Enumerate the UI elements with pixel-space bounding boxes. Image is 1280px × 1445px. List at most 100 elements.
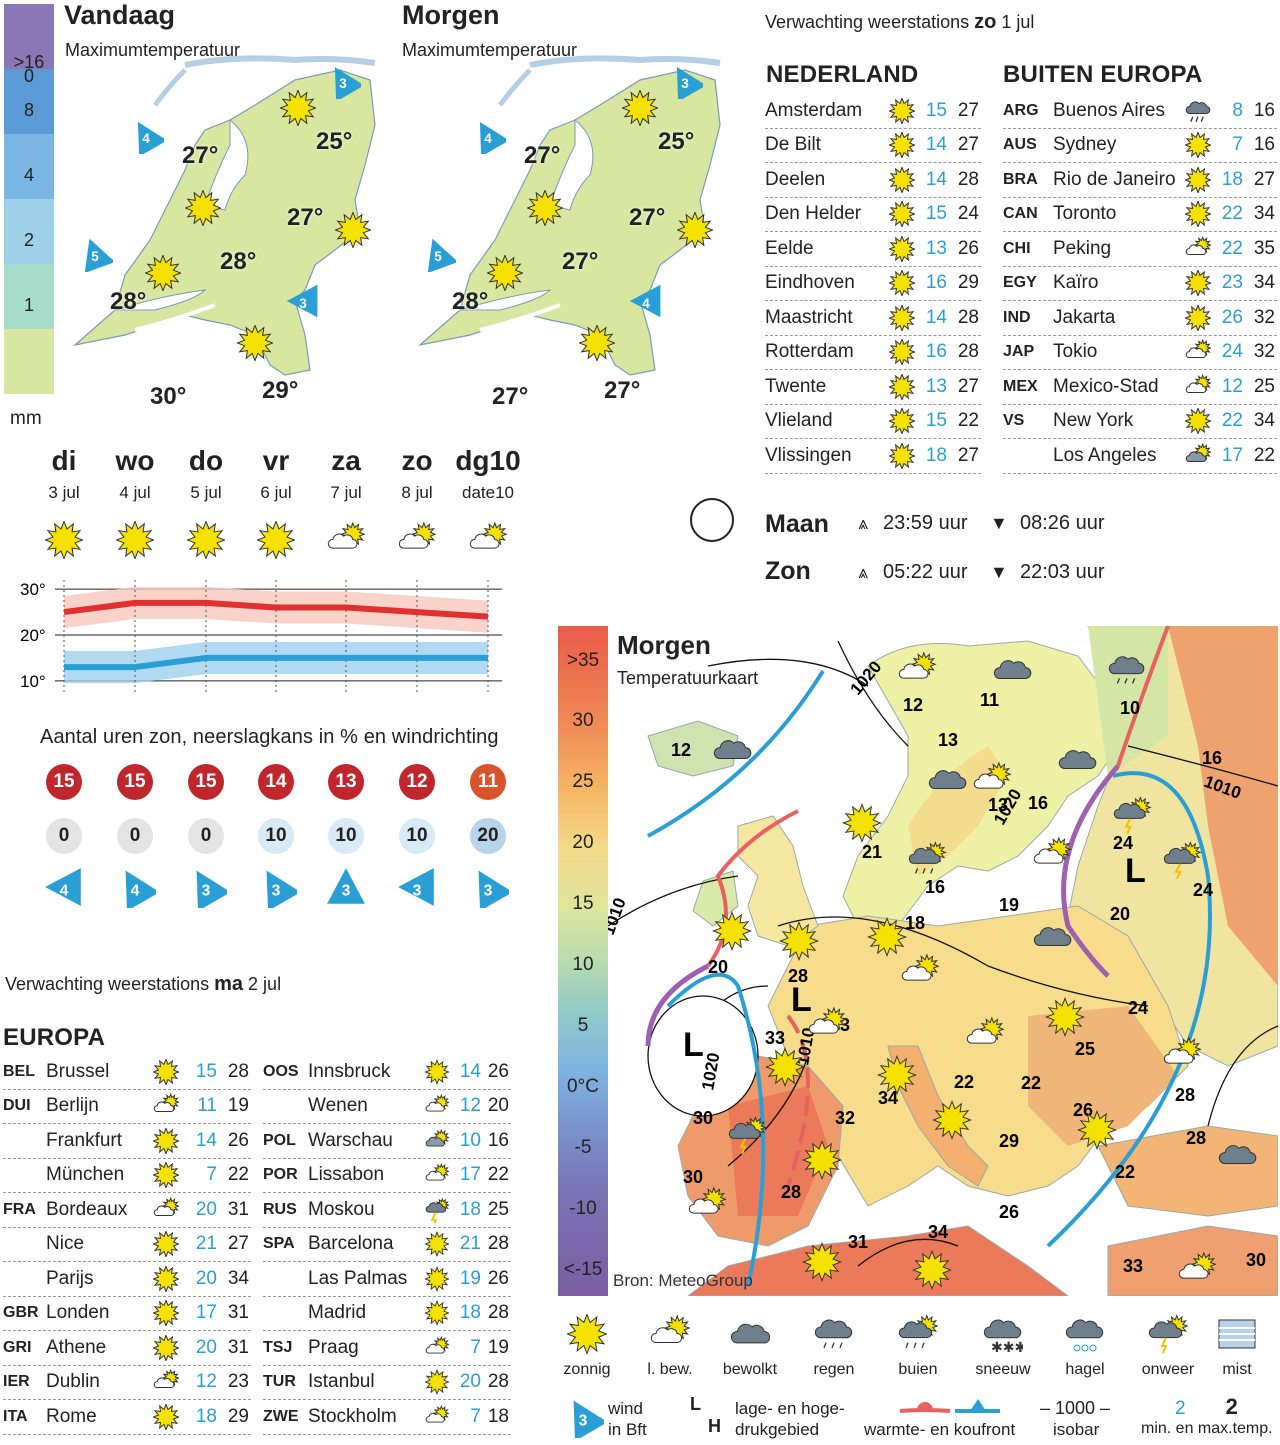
precip-scale-label: 0 (23, 65, 34, 86)
station-name: Berlijn (46, 1095, 99, 1117)
min-temp: 18 (195, 1405, 217, 1427)
map-temperature: 33 (765, 1028, 785, 1048)
wind-arrow-icon: 4 (128, 118, 168, 159)
partly-cloudy-icon (901, 953, 940, 981)
station-row: CAN Toronto 22 34 (1003, 198, 1277, 232)
svg-text:4: 4 (142, 131, 150, 146)
country-code: ZWE (263, 1407, 299, 1425)
station-name: Kaïro (1053, 272, 1099, 294)
moonset-icon: ▼ (990, 513, 1008, 533)
rain-chance-badge: 0 (117, 818, 153, 854)
nl-map-today (72, 55, 376, 376)
max-temp: 22 (957, 410, 979, 432)
station-row: SPA Barcelona 21 28 (263, 1228, 511, 1262)
partly-cloudy-icon (1178, 1251, 1217, 1279)
wind-legend-label: wind in Bft (608, 1399, 647, 1439)
nl-temperature: 27° (524, 142, 561, 169)
forecast-date: 3 jul (48, 483, 80, 502)
front-legend-label: warmte- en koufront (864, 1420, 1016, 1439)
min-temp: 19 (459, 1267, 481, 1289)
country-code: EGY (1003, 274, 1037, 292)
country-code: GBR (3, 1304, 39, 1322)
forecast-date: 8 jul (401, 483, 433, 502)
snow-icon: ✱✱✱ (983, 1314, 1026, 1359)
nl-temperature: 30° (150, 383, 187, 410)
sun-hours-badge: 11 (470, 764, 506, 800)
station-name: Rotterdam (765, 341, 854, 363)
sun-icon (153, 1265, 185, 1292)
precip-scale-band (4, 134, 54, 199)
map-temperature: 16 (1202, 748, 1222, 768)
today-subtitle: Maximumtemperatuur (65, 40, 241, 60)
svg-text:3: 3 (339, 76, 347, 91)
station-name: Amsterdam (765, 99, 863, 121)
svg-text:3: 3 (299, 296, 307, 311)
min-temp: 22 (1221, 237, 1243, 259)
sun-icon (153, 1403, 185, 1430)
temp-scale-label: 0°C (567, 1075, 599, 1097)
europe-stations-right: OOS Innsbruck 14 26 Wenen 12 20 POL Warschau 10 16… (263, 1055, 511, 1435)
showers-icon (898, 1314, 939, 1359)
legend-label: mist (1222, 1361, 1252, 1378)
temp-scale-label: -5 (574, 1136, 592, 1158)
sun-icon (1076, 1109, 1118, 1151)
station-name: Jakarta (1053, 306, 1116, 328)
map-temperature: 13 (938, 730, 958, 750)
station-row: Frankfurt 14 26 (3, 1124, 251, 1159)
station-row: BRA Rio de Janeiro 18 27 (1003, 163, 1277, 198)
station-row: ZWE Stockholm 7 18 (263, 1400, 511, 1435)
forecast-date: 7 jul (330, 483, 362, 502)
station-row: IND Jakarta 26 32 (1003, 301, 1277, 336)
min-temp: 14 (925, 168, 947, 190)
partly-cloudy-icon (327, 521, 366, 564)
map-source: Bron: MeteoGroup (613, 1271, 753, 1290)
map-temperature: 26 (999, 1202, 1019, 1222)
station-row: BEL Brussel 15 28 (3, 1055, 251, 1090)
forecast-date: 4 jul (119, 483, 151, 502)
min-temp: 14 (459, 1060, 481, 1082)
precip-scale-label: 4 (23, 165, 34, 186)
station-name: Maastricht (765, 306, 853, 328)
cloud-icon (928, 770, 967, 789)
europe-stations-left: BEL Brussel 15 28 DUI Berlijn 11 19 Frankfurt 14 2… (3, 1055, 251, 1435)
station-name: Buenos Aires (1053, 99, 1165, 121)
station-name: Moskou (308, 1198, 375, 1220)
storm-icon (1148, 1314, 1189, 1359)
max-temp: 26 (957, 237, 979, 259)
sun-hours-badge: 15 (117, 764, 153, 800)
station-name: Innsbruck (308, 1060, 391, 1082)
sun-icon (333, 210, 373, 253)
min-temp: 15 (925, 410, 947, 432)
max-temp: 16 (1253, 99, 1275, 121)
max-temp: 34 (1253, 272, 1275, 294)
country-code: POL (263, 1131, 296, 1149)
precip-scale-band (4, 199, 54, 264)
min-temp: 11 (197, 1095, 217, 1117)
sun-icon (153, 1058, 185, 1085)
min-temp: 15 (195, 1060, 217, 1082)
station-name: Twente (765, 375, 827, 397)
tomorrow-title: Morgen (402, 0, 500, 30)
sun-hours-badge: 13 (328, 764, 364, 800)
y-tick-label: 30° (20, 580, 46, 599)
map-temperature: 25 (1075, 1039, 1095, 1059)
wind-legend-icon: 3 (562, 1396, 608, 1443)
rain-chance-badge: 10 (258, 818, 294, 854)
sun-icon (153, 1162, 185, 1189)
sun-icon (876, 1054, 918, 1096)
station-row: Eindhoven 16 29 (765, 267, 981, 301)
forecast-date: 5 jul (190, 483, 222, 502)
max-temp: 22 (1253, 444, 1275, 466)
min-temp: 23 (1221, 272, 1243, 294)
max-temp: 32 (1253, 341, 1275, 363)
svg-text:3: 3 (579, 1412, 588, 1429)
station-row: Vlissingen 18 27 (765, 439, 981, 474)
svg-text:4: 4 (60, 882, 69, 899)
station-row: Rotterdam 16 28 (765, 336, 981, 370)
min-temp: 24 (1221, 341, 1243, 363)
max-temp: 28 (957, 341, 979, 363)
min-temp: 22 (1221, 410, 1243, 432)
map-temperature: 33 (1123, 1256, 1143, 1276)
country-code: DUI (3, 1097, 31, 1115)
country-code: ITA (3, 1407, 28, 1425)
